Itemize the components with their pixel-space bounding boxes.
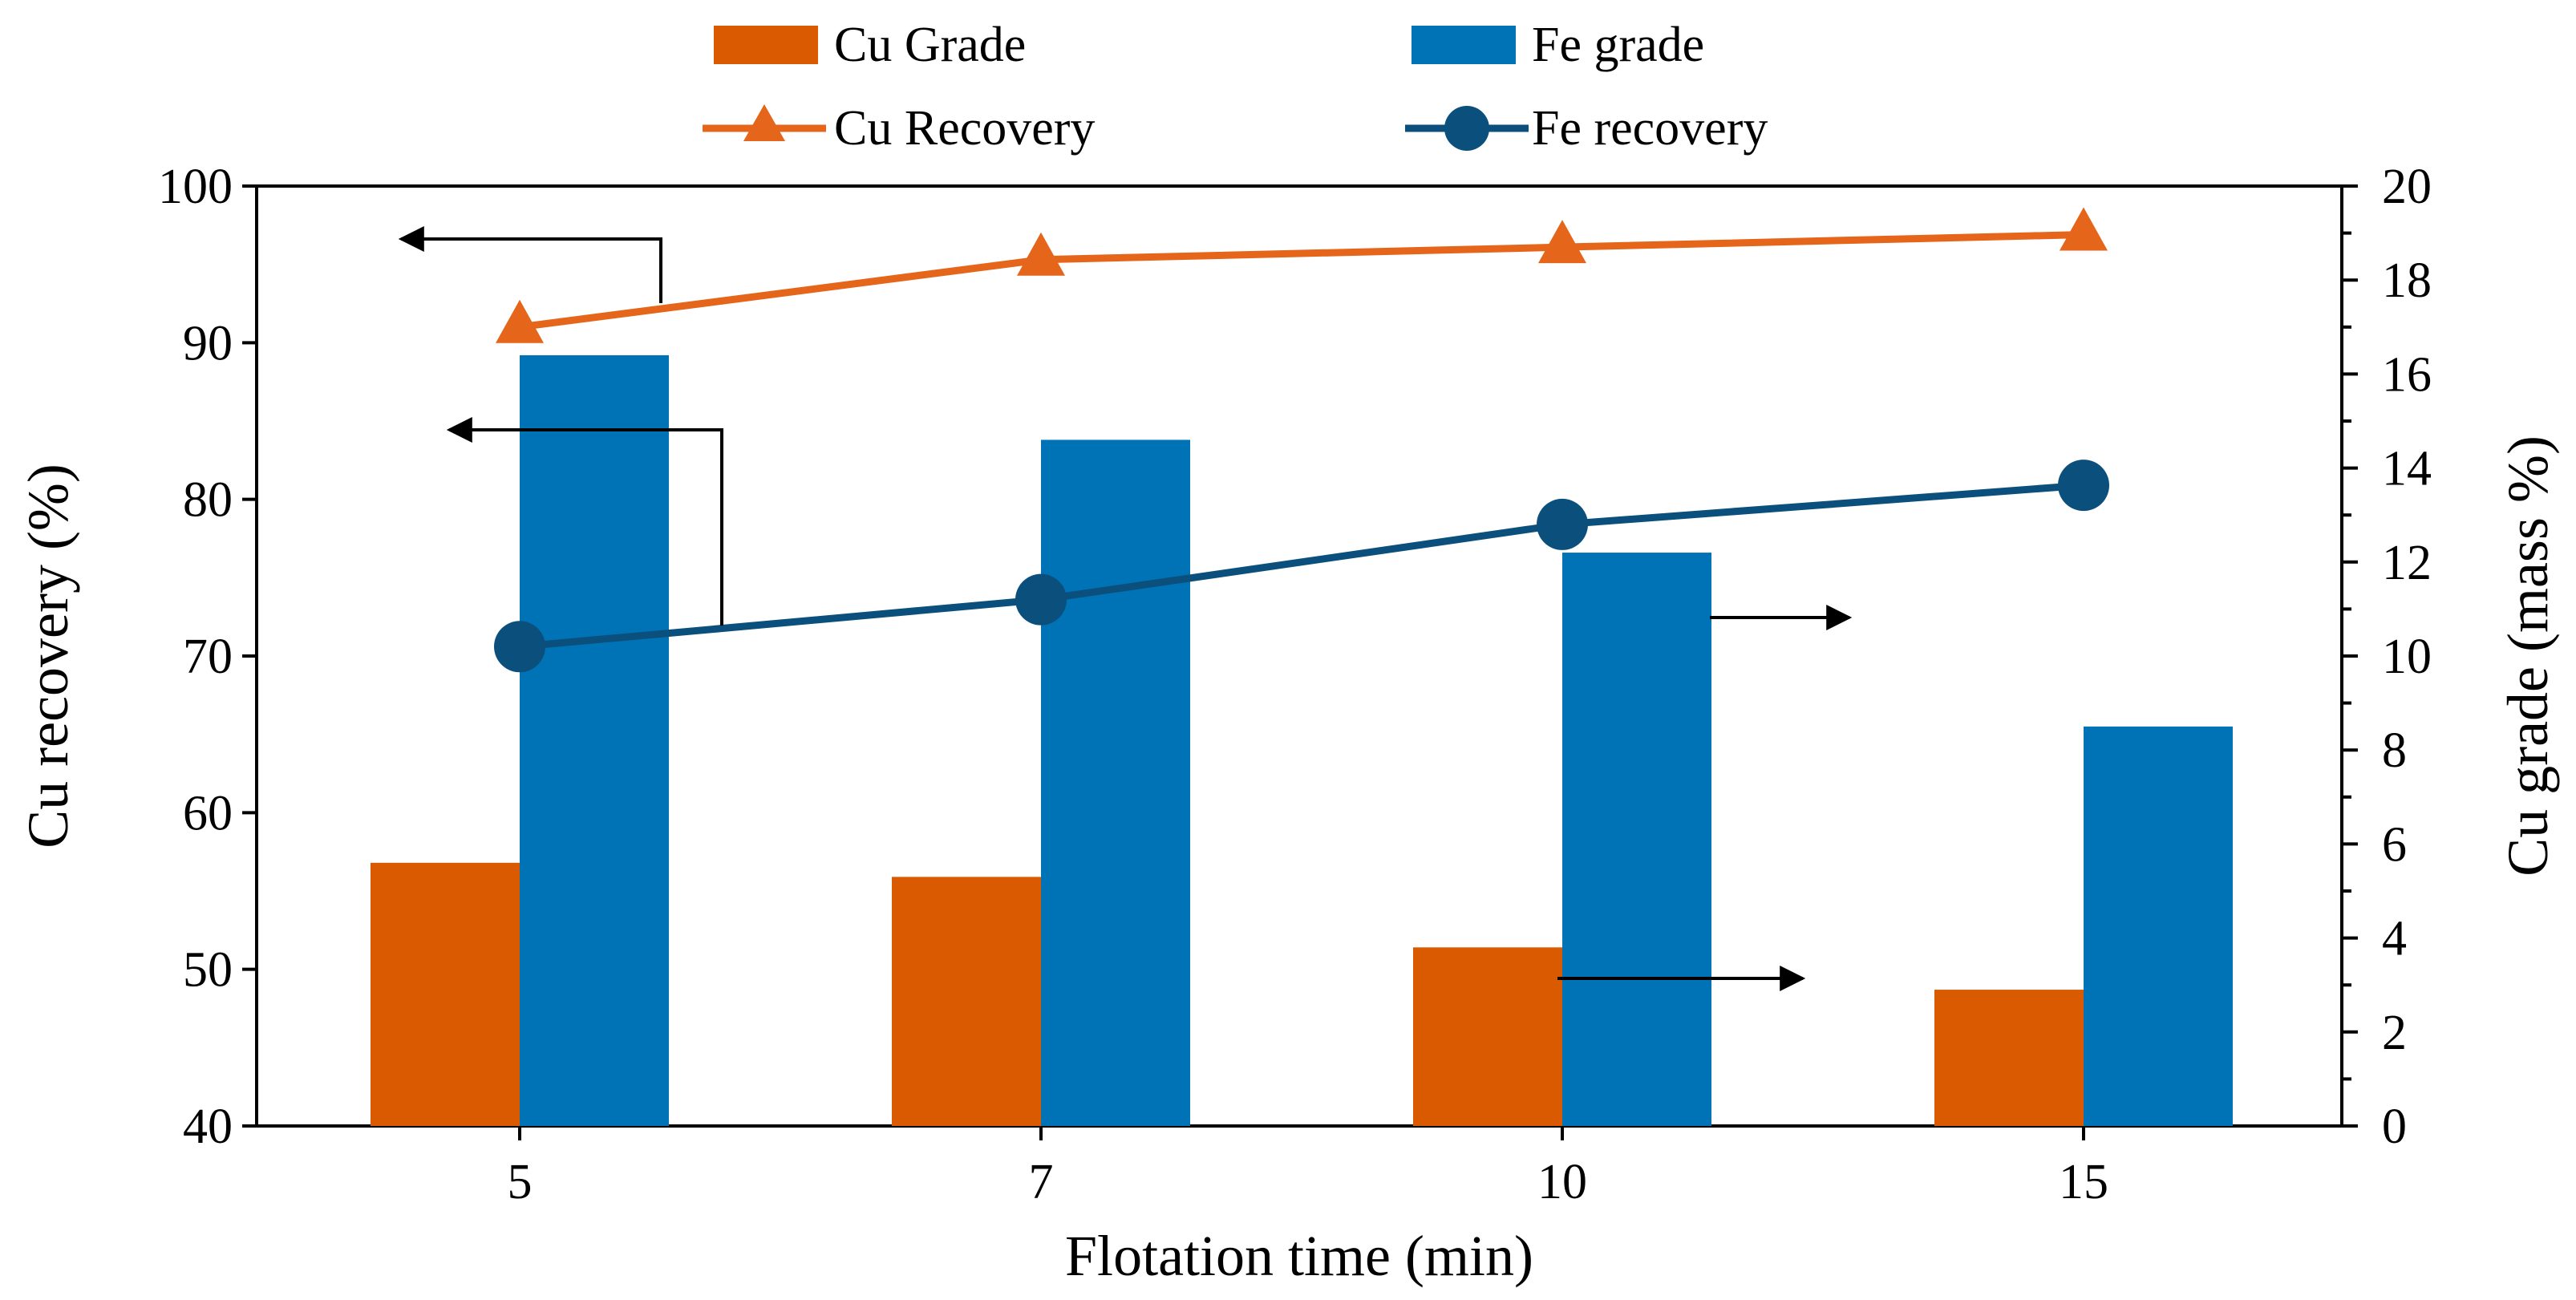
x-axis: 5 7 10 15 xyxy=(508,1126,2108,1209)
marker-fe-recovery-7 xyxy=(1015,573,1067,626)
bar-cu-grade-5 xyxy=(371,862,520,1126)
right-axis-tick-label-14: 14 xyxy=(2382,442,2432,496)
right-axis-tick-label-8: 8 xyxy=(2382,723,2407,778)
bar-cu-grade-7 xyxy=(892,877,1041,1126)
right-axis-tick-label-12: 12 xyxy=(2382,536,2432,590)
marker-fe-recovery-15 xyxy=(2058,460,2109,512)
left-axis-tick-label-100: 100 xyxy=(158,160,233,214)
right-axis-tick-label-6: 6 xyxy=(2382,817,2407,872)
bar-fe-grade-15 xyxy=(2084,726,2233,1126)
legend-marker-fe-recovery xyxy=(1444,106,1489,151)
bar-fe-grade-5 xyxy=(520,354,669,1127)
x-axis-tick-label-10: 10 xyxy=(1537,1155,1587,1209)
x-axis-tick-label-5: 5 xyxy=(508,1155,533,1209)
marker-fe-recovery-5 xyxy=(494,621,545,673)
left-axis-tick-label-90: 90 xyxy=(183,316,233,371)
line-cu-recovery xyxy=(519,231,2084,331)
bar-cu-grade-10 xyxy=(1413,947,1562,1126)
left-axis-tick-label-60: 60 xyxy=(183,786,233,840)
line-layer xyxy=(494,207,2109,673)
right-axis-tick-label-10: 10 xyxy=(2382,630,2432,684)
legend-label-cu-grade: Cu Grade xyxy=(834,18,1026,72)
annotation-arrow-fe-recovery xyxy=(446,417,723,626)
marker-cu-recovery-7 xyxy=(1017,232,1065,276)
bar-cu-grade-15 xyxy=(1934,990,2084,1126)
marker-cu-recovery-15 xyxy=(2060,207,2108,251)
legend-label-fe-grade: Fe grade xyxy=(1532,18,1704,72)
left-axis-tick-label-80: 80 xyxy=(183,473,233,528)
right-axis-tick-label-16: 16 xyxy=(2382,347,2432,402)
left-axis-tick-label-40: 40 xyxy=(183,1100,233,1154)
line-fe-recovery xyxy=(519,481,2084,650)
right-axis-tick-label-18: 18 xyxy=(2382,253,2432,308)
right-axis-tick-label-0: 0 xyxy=(2382,1100,2407,1154)
legend-swatch-cu-grade xyxy=(714,26,818,64)
bar-fe-grade-7 xyxy=(1041,439,1190,1126)
legend-label-cu-recovery: Cu Recovery xyxy=(834,101,1095,156)
x-axis-title: Flotation time (min) xyxy=(1065,1224,1533,1288)
legend-marker-cu-recovery xyxy=(743,104,785,141)
right-axis-tick-label-2: 2 xyxy=(2382,1006,2407,1060)
marker-cu-recovery-10 xyxy=(1538,220,1586,264)
right-axis-tick-label-20: 20 xyxy=(2382,160,2432,214)
bar-fe-grade-10 xyxy=(1562,553,1711,1126)
annotation-arrow-cu-recovery xyxy=(398,226,662,303)
x-axis-tick-label-15: 15 xyxy=(2059,1155,2108,1209)
left-axis-tick-label-70: 70 xyxy=(183,630,233,684)
legend-swatch-fe-grade xyxy=(1412,26,1516,64)
left-axis-tick-label-50: 50 xyxy=(183,943,233,998)
left-axis: 40 50 60 70 80 90 100 xyxy=(158,160,257,1154)
marker-fe-recovery-10 xyxy=(1537,498,1588,550)
bar-layer xyxy=(371,354,2233,1127)
marker-cu-recovery-5 xyxy=(496,299,544,343)
left-axis-title: Cu recovery (%) xyxy=(16,464,80,848)
x-axis-tick-label-7: 7 xyxy=(1029,1155,1054,1209)
right-axis: 0 2 4 6 8 10 12 14 16 18 20 xyxy=(2342,160,2432,1154)
chart-legend: Cu Grade Fe grade Cu Recovery Fe recover… xyxy=(703,18,1768,156)
legend-label-fe-recovery: Fe recovery xyxy=(1532,101,1768,156)
right-axis-title: Cu grade (mass %) xyxy=(2496,435,2560,877)
right-axis-tick-label-4: 4 xyxy=(2382,912,2407,966)
